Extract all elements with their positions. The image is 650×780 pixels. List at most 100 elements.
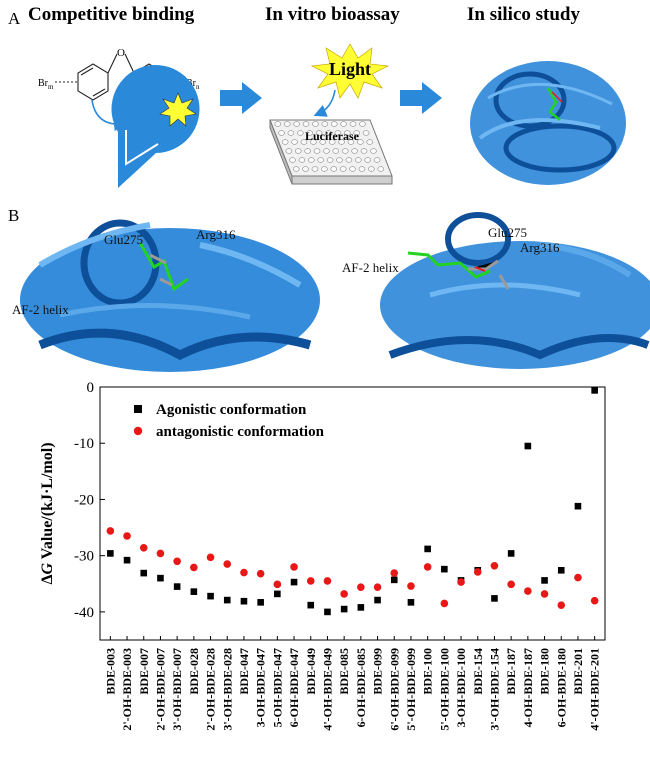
point-agonistic [574, 502, 582, 510]
legend-marker-agonistic [134, 405, 142, 413]
plate-well [364, 157, 372, 163]
plate-well [325, 130, 332, 136]
plate-well [307, 157, 315, 163]
legend-label-antagonistic: antagonistic conformation [156, 424, 325, 440]
point-agonistic [374, 596, 381, 604]
star-icon [159, 92, 197, 127]
point-antagonistic [240, 568, 248, 577]
x-tick-label: 4'-OH-BDE-049 [320, 648, 334, 731]
y-tick-label: -10 [74, 436, 94, 452]
point-agonistic [140, 569, 148, 577]
plate-well [373, 157, 381, 163]
pie-slice [126, 129, 158, 164]
arg316-left: Arg316 [196, 227, 236, 242]
point-agonistic [324, 608, 331, 616]
x-tick-label: 4-OH-BDE-187 [521, 648, 535, 727]
plate-well [302, 121, 310, 127]
plate-well [278, 130, 285, 136]
plate-well [340, 121, 347, 127]
plate-well [357, 139, 364, 145]
point-antagonistic [590, 596, 599, 605]
light-star-icon [310, 43, 390, 99]
plate-well [302, 166, 309, 172]
plate-well [292, 166, 300, 172]
point-agonistic [274, 590, 281, 598]
point-agonistic [190, 588, 198, 595]
plot-frame [99, 386, 606, 641]
plate-well [358, 166, 366, 172]
y-tick-label: -30 [74, 549, 94, 565]
x-tick-label: 3-OH-BDE-100 [454, 648, 468, 727]
luciferase-label: Luciferase [305, 129, 360, 143]
plate-well [312, 121, 319, 127]
point-agonistic [390, 576, 398, 584]
glu275-left: Glu275 [104, 232, 143, 247]
panel-b-graphics: Glu275 Arg316 AF-2 helix Glu275 Arg316 A… [12, 212, 650, 372]
plate-well [274, 121, 282, 127]
y-tick-label: -40 [74, 605, 94, 621]
panel-a-graphics: O Brm Brn Light Luciferase [38, 43, 626, 188]
plate-well [315, 130, 323, 136]
point-antagonistic [457, 578, 465, 586]
plate-well [281, 139, 289, 145]
point-agonistic [207, 592, 214, 600]
point-agonistic [441, 565, 448, 573]
point-antagonistic [173, 557, 181, 566]
point-agonistic [524, 442, 532, 450]
plate-well [334, 130, 342, 136]
plate-well [323, 148, 330, 154]
point-antagonistic [407, 582, 415, 590]
x-tick-label: BDE-085 [337, 648, 351, 695]
point-agonistic [257, 599, 264, 606]
point-antagonistic [524, 587, 532, 595]
point-antagonistic [206, 553, 215, 562]
af2-helix-left: AF-2 helix [12, 302, 69, 317]
plate-well [368, 166, 375, 172]
point-agonistic [591, 387, 598, 394]
x-tick-label: BDE-049 [304, 648, 318, 695]
x-tick-label: 2'-OH-BDE-028 [204, 648, 218, 731]
x-tick-label: BDE-154 [471, 648, 485, 695]
point-agonistic [340, 605, 348, 613]
x-tick-label: 3'-OH-BDE-028 [220, 648, 234, 731]
point-antagonistic [139, 543, 148, 552]
plate-well [300, 139, 308, 145]
point-agonistic [357, 604, 365, 611]
arg316-right: Arg316 [520, 240, 560, 255]
x-tick-label: 3-OH-BDE-047 [254, 648, 268, 727]
y-tick-label: -20 [74, 492, 94, 508]
point-agonistic [107, 550, 114, 557]
point-antagonistic [156, 549, 165, 558]
protein-right [380, 212, 650, 369]
point-antagonistic [390, 569, 399, 577]
plate-well [341, 148, 349, 154]
plate-well [345, 157, 353, 163]
point-agonistic [424, 545, 431, 553]
point-agonistic [541, 577, 548, 584]
light-label: Light [329, 59, 371, 79]
x-tick-label: BDE-003 [103, 648, 117, 695]
point-agonistic [157, 574, 164, 582]
plate-well [377, 166, 385, 172]
arrow-right-icon-2 [400, 82, 442, 114]
point-agonistic [123, 556, 131, 564]
plate-well [332, 148, 340, 154]
x-tick-label: BDE-007 [137, 648, 151, 695]
plate-well [306, 130, 314, 136]
x-tick-label: 2'-OH-BDE-003 [120, 648, 134, 731]
x-tick-label: 6-OH-BDE-085 [354, 648, 368, 727]
x-tick-label: BDE-047 [237, 648, 251, 695]
x-tick-label: 6-OH-BDE-180 [554, 648, 568, 727]
point-antagonistic [507, 580, 515, 589]
br-left-label: Brm [38, 78, 54, 91]
point-antagonistic [540, 590, 549, 598]
plate-well [362, 130, 370, 136]
x-tick-label: BDE-028 [187, 648, 201, 695]
plate-well [283, 121, 291, 127]
plate-well [291, 139, 298, 145]
arrow-right-icon-1 [220, 82, 262, 114]
y-axis-label: ΔG Value/(kJ·L/mol) [39, 442, 56, 584]
plate-well [360, 148, 368, 154]
plate-well [296, 130, 304, 136]
plate-well [330, 166, 338, 172]
